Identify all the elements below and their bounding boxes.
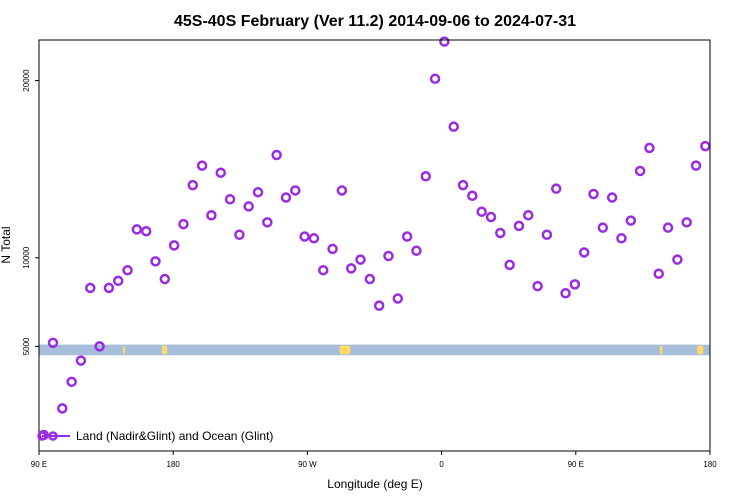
data-point bbox=[196, 160, 208, 171]
data-point bbox=[373, 300, 385, 311]
data-point bbox=[75, 355, 87, 366]
land-patch bbox=[697, 345, 704, 355]
x-tick-label: 90 E bbox=[31, 460, 47, 469]
legend-marker-1 bbox=[37, 431, 47, 441]
data-point bbox=[215, 167, 226, 178]
data-point bbox=[560, 287, 571, 299]
y-axis-label: N Total bbox=[0, 226, 13, 263]
data-point bbox=[66, 376, 77, 388]
data-point bbox=[541, 229, 553, 241]
x-tick-label: 180 bbox=[703, 460, 717, 469]
ocean-band bbox=[39, 344, 710, 356]
data-point bbox=[178, 218, 189, 230]
data-point bbox=[439, 36, 450, 47]
data-point bbox=[532, 280, 543, 292]
data-point bbox=[550, 183, 562, 194]
data-point bbox=[224, 194, 236, 205]
data-point bbox=[401, 231, 413, 242]
data-point bbox=[644, 142, 655, 154]
land-patch bbox=[122, 345, 125, 355]
data-point bbox=[280, 192, 292, 203]
data-point bbox=[588, 188, 599, 200]
data-point bbox=[355, 254, 366, 265]
data-point bbox=[523, 210, 534, 221]
data-point bbox=[150, 256, 161, 267]
data-point bbox=[122, 264, 133, 276]
data-point bbox=[317, 264, 329, 276]
data-point bbox=[364, 273, 376, 285]
data-point bbox=[290, 185, 301, 196]
data-point bbox=[700, 140, 711, 152]
data-point bbox=[597, 222, 609, 233]
data-point bbox=[476, 206, 487, 217]
data-point bbox=[578, 247, 590, 258]
land-patch bbox=[659, 345, 663, 355]
data-point bbox=[187, 179, 199, 191]
data-point bbox=[159, 273, 171, 285]
land-ocean-band bbox=[39, 344, 710, 356]
data-point bbox=[672, 254, 683, 265]
land-patch bbox=[339, 345, 351, 355]
data-point bbox=[467, 190, 478, 202]
y-axis-ticks: 5000 10000 20000 bbox=[22, 69, 39, 355]
data-point bbox=[262, 217, 273, 228]
data-point bbox=[606, 192, 618, 203]
data-point bbox=[681, 217, 692, 228]
data-point bbox=[411, 245, 422, 256]
data-point bbox=[168, 240, 180, 251]
data-point bbox=[662, 222, 674, 233]
data-point bbox=[47, 337, 59, 349]
data-point bbox=[383, 250, 394, 262]
data-point bbox=[94, 341, 105, 352]
data-point bbox=[234, 229, 245, 241]
data-point bbox=[243, 201, 254, 212]
x-tick-label: 90 E bbox=[568, 460, 584, 469]
x-axis-ticks: 90 E 180 90 W 0 90 E 180 bbox=[31, 451, 717, 469]
data-point bbox=[634, 165, 646, 177]
x-tick-label: 90 W bbox=[298, 460, 317, 469]
x-tick-label: 0 bbox=[439, 460, 444, 469]
y-tick-label: 20000 bbox=[22, 69, 31, 92]
data-point bbox=[327, 243, 338, 255]
legend: Land (Nadir&Glint) and Ocean (Glint) bbox=[37, 429, 273, 443]
data-point bbox=[140, 225, 152, 237]
data-point bbox=[206, 210, 217, 221]
data-point bbox=[252, 186, 264, 198]
data-point bbox=[495, 227, 506, 239]
data-point bbox=[271, 149, 282, 161]
plot-frame bbox=[38, 39, 711, 452]
data-point bbox=[112, 275, 124, 287]
data-point bbox=[429, 73, 441, 85]
data-point bbox=[457, 179, 469, 191]
data-points bbox=[38, 36, 711, 441]
y-tick-label: 5000 bbox=[22, 337, 31, 355]
chart-title: 45S-40S February (Ver 11.2) 2014-09-06 t… bbox=[174, 13, 576, 30]
data-point bbox=[336, 185, 348, 196]
data-point bbox=[299, 231, 310, 242]
data-point bbox=[504, 259, 515, 271]
y-tick-label: 10000 bbox=[22, 246, 31, 269]
x-axis-label: Longitude (deg E) bbox=[327, 477, 422, 491]
data-point bbox=[131, 224, 143, 235]
data-point bbox=[85, 282, 96, 294]
data-point bbox=[690, 160, 702, 171]
data-point bbox=[420, 171, 432, 182]
data-point bbox=[308, 233, 320, 244]
x-tick-label: 180 bbox=[167, 460, 181, 469]
data-point bbox=[616, 233, 627, 244]
land-patch bbox=[161, 345, 168, 355]
legend-label: Land (Nadir&Glint) and Ocean (Glint) bbox=[76, 429, 273, 443]
data-point bbox=[569, 279, 581, 290]
data-point bbox=[448, 121, 459, 132]
data-point bbox=[513, 220, 525, 232]
data-point bbox=[392, 293, 404, 304]
data-point bbox=[625, 215, 637, 226]
data-point bbox=[653, 268, 664, 279]
data-point bbox=[57, 403, 68, 414]
data-point bbox=[103, 282, 115, 294]
data-point bbox=[485, 211, 497, 223]
data-point bbox=[345, 263, 357, 274]
legend-marker-2 bbox=[48, 431, 58, 441]
